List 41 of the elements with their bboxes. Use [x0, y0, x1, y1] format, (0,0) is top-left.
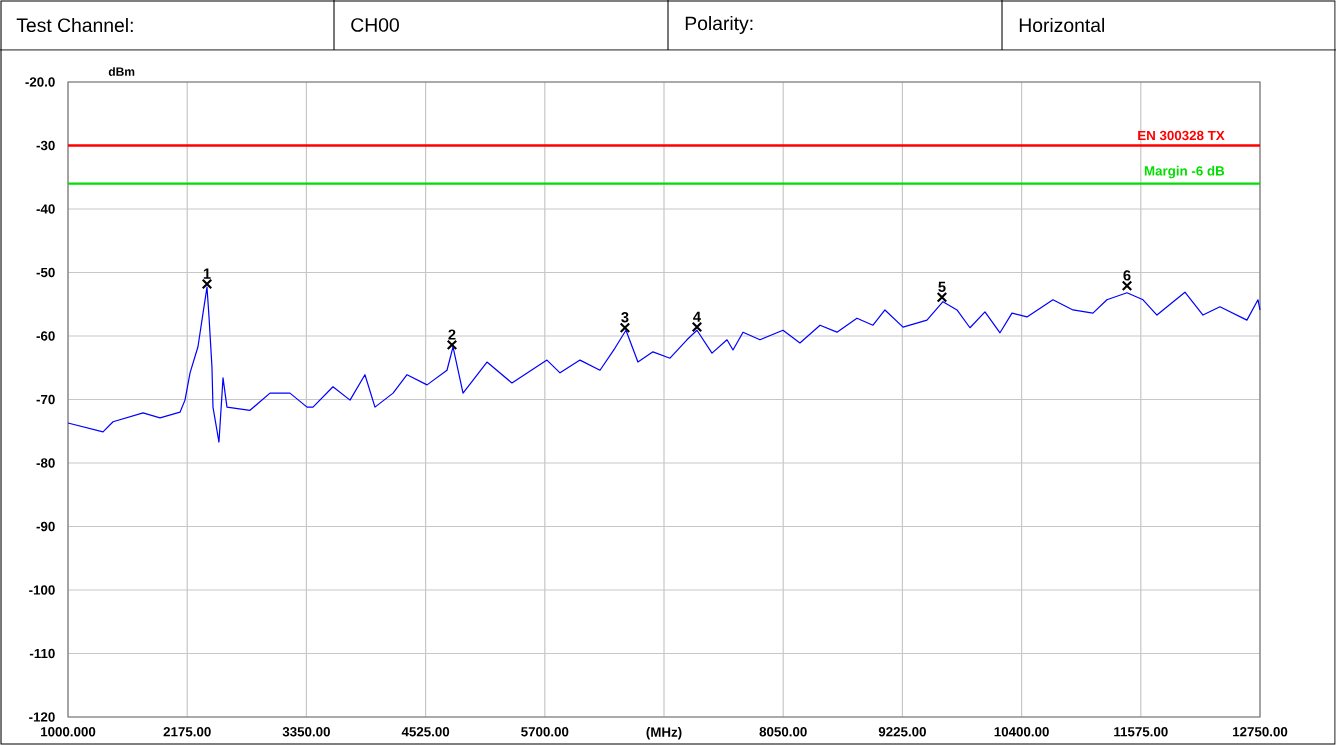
- point: [201, 278, 213, 290]
- text: Polarity:: [685, 15, 753, 34]
- x-tick-label: 11575.00: [1114, 727, 1168, 737]
- y-tick-label: -60: [36, 331, 55, 341]
- point: [936, 291, 948, 303]
- x-tick-label: 8050.00: [759, 727, 807, 737]
- annotation: 2: [448, 329, 456, 340]
- y-tick-label: -20.0: [25, 77, 55, 87]
- x-tick-label: 2175.00: [163, 727, 211, 737]
- x-tick-label: 1000.000: [41, 727, 96, 737]
- x-tick-label: 10400.00: [994, 727, 1049, 737]
- y-tick-label: -30: [36, 140, 55, 151]
- point: [446, 339, 458, 351]
- point: [1121, 280, 1133, 292]
- annotation: 3: [621, 312, 629, 323]
- y-tick-label: -110: [29, 648, 55, 659]
- text: CH00: [351, 18, 399, 32]
- y-tick-label: -80: [36, 458, 55, 468]
- ref-line-label: EN 300328 TX: [1138, 130, 1225, 141]
- y-tick-label: -120: [29, 712, 55, 722]
- y-tick-label: -100: [29, 585, 55, 595]
- x-tick-label: 12750.00: [1233, 727, 1288, 737]
- annotation: 5: [938, 281, 946, 292]
- y-tick-label: -90: [36, 521, 55, 532]
- x-tick-label: 4525.00: [401, 727, 450, 737]
- y-axis-title: dBm: [108, 67, 135, 76]
- x-tick-label: 3350.00: [282, 727, 330, 737]
- text: Test Channel:: [16, 17, 133, 33]
- point: [691, 321, 703, 333]
- x-tick-label: 9225.00: [878, 727, 926, 737]
- ref-line-label: Margin -6 dB: [1144, 165, 1225, 179]
- x-tick-label: 5700.00: [521, 727, 569, 737]
- annotation: 4: [693, 311, 701, 322]
- point: [619, 322, 631, 334]
- text: Horizontal: [1019, 17, 1105, 33]
- y-tick-label: -40: [36, 204, 55, 214]
- y-tick-label: -50: [36, 267, 55, 278]
- annotation: 1: [203, 268, 211, 279]
- x-axis-title: (MHz): [646, 727, 682, 740]
- annotation: 6: [1123, 270, 1131, 281]
- y-tick-label: -70: [36, 394, 55, 405]
